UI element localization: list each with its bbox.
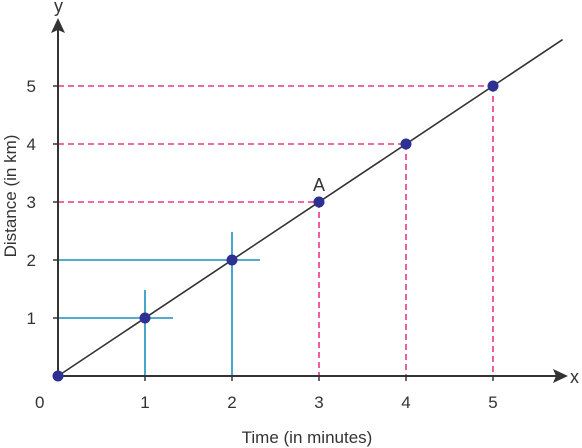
y-axis-arrow — [51, 18, 65, 33]
x-tick-label: 2 — [227, 393, 236, 412]
y-tick-label: 1 — [27, 309, 36, 328]
series-line-path — [57, 38, 564, 377]
data-point — [400, 138, 412, 150]
point-annotation-label: A — [313, 175, 325, 195]
origin-label: 0 — [35, 393, 44, 412]
y-tick-label: 4 — [27, 135, 36, 154]
x-tick-label: 1 — [140, 393, 149, 412]
x-axis-title: Time (in minutes) — [242, 428, 373, 447]
data-point — [487, 80, 499, 92]
series-line — [57, 38, 564, 377]
data-point — [313, 196, 325, 208]
x-axis-name: x — [570, 367, 579, 387]
y-tick-label: 2 — [27, 251, 36, 270]
data-points: A — [52, 80, 499, 382]
x-tick-label: 3 — [314, 393, 323, 412]
y-axis-name: y — [54, 0, 63, 16]
tick-marks: 1 2 3 4 5 1 2 3 4 5 — [27, 77, 498, 412]
data-point — [226, 254, 238, 266]
y-tick-label: 3 — [27, 193, 36, 212]
y-tick-label: 5 — [27, 77, 36, 96]
y-axis-title: Distance (in km) — [1, 135, 20, 258]
guide-lines — [58, 85, 494, 376]
data-point — [52, 370, 64, 382]
x-axis-arrow — [553, 369, 568, 383]
data-point — [139, 312, 151, 324]
x-tick-label: 5 — [488, 393, 497, 412]
x-tick-label: 4 — [401, 393, 410, 412]
